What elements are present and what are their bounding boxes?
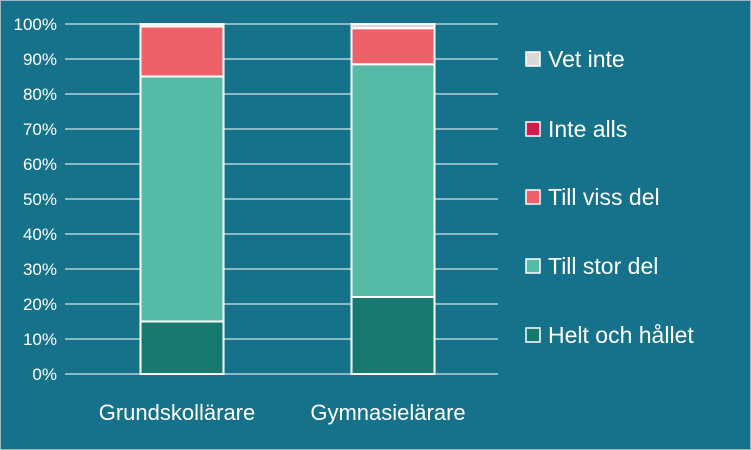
y-tick-label: 0% <box>32 365 57 384</box>
bar-segment <box>350 63 436 298</box>
bar-segment <box>350 296 436 375</box>
legend-item: Inte alls <box>525 116 627 142</box>
y-tick-label: 100% <box>14 15 57 34</box>
legend-label: Till viss del <box>548 184 660 210</box>
bar-segment <box>139 75 225 323</box>
legend-swatch <box>525 51 541 67</box>
y-tick-label: 50% <box>23 190 57 209</box>
y-axis-ticks: 0% 10% 20% 30% 40% 50% 60% 70% 80% 90% 100% <box>14 15 57 384</box>
y-tick-label: 70% <box>23 120 57 139</box>
bar-segment <box>350 23 436 30</box>
y-tick-label: 90% <box>23 50 57 69</box>
y-tick-label: 80% <box>23 85 57 104</box>
legend-label: Inte alls <box>548 116 627 142</box>
legend-item: Helt och hållet <box>525 322 694 348</box>
legend-swatch <box>525 121 541 137</box>
y-tick-label: 40% <box>23 225 57 244</box>
bar-segment <box>350 27 436 66</box>
x-category-label: Grundskollärare <box>99 400 256 425</box>
legend-label: Vet inte <box>548 46 625 72</box>
bar-segment <box>139 25 225 78</box>
legend: Vet inte Inte alls Till viss del Till stor … <box>525 46 694 348</box>
x-axis-labels: Grundskollärare Gymnasielärare <box>99 400 466 425</box>
x-category-label: Gymnasielärare <box>310 400 465 425</box>
legend-label: Till stor del <box>548 253 658 279</box>
bar-segment <box>139 23 225 28</box>
legend-swatch <box>525 258 541 274</box>
legend-swatch <box>525 189 541 205</box>
bars <box>139 23 436 375</box>
bar-segment <box>139 320 225 375</box>
legend-item: Till viss del <box>525 184 660 210</box>
y-tick-label: 60% <box>23 155 57 174</box>
legend-item: Vet inte <box>525 46 625 72</box>
legend-swatch <box>525 327 541 343</box>
legend-label: Helt och hållet <box>548 322 694 348</box>
legend-item: Till stor del <box>525 253 658 279</box>
y-tick-label: 10% <box>23 330 57 349</box>
y-tick-label: 30% <box>23 260 57 279</box>
y-tick-label: 20% <box>23 295 57 314</box>
